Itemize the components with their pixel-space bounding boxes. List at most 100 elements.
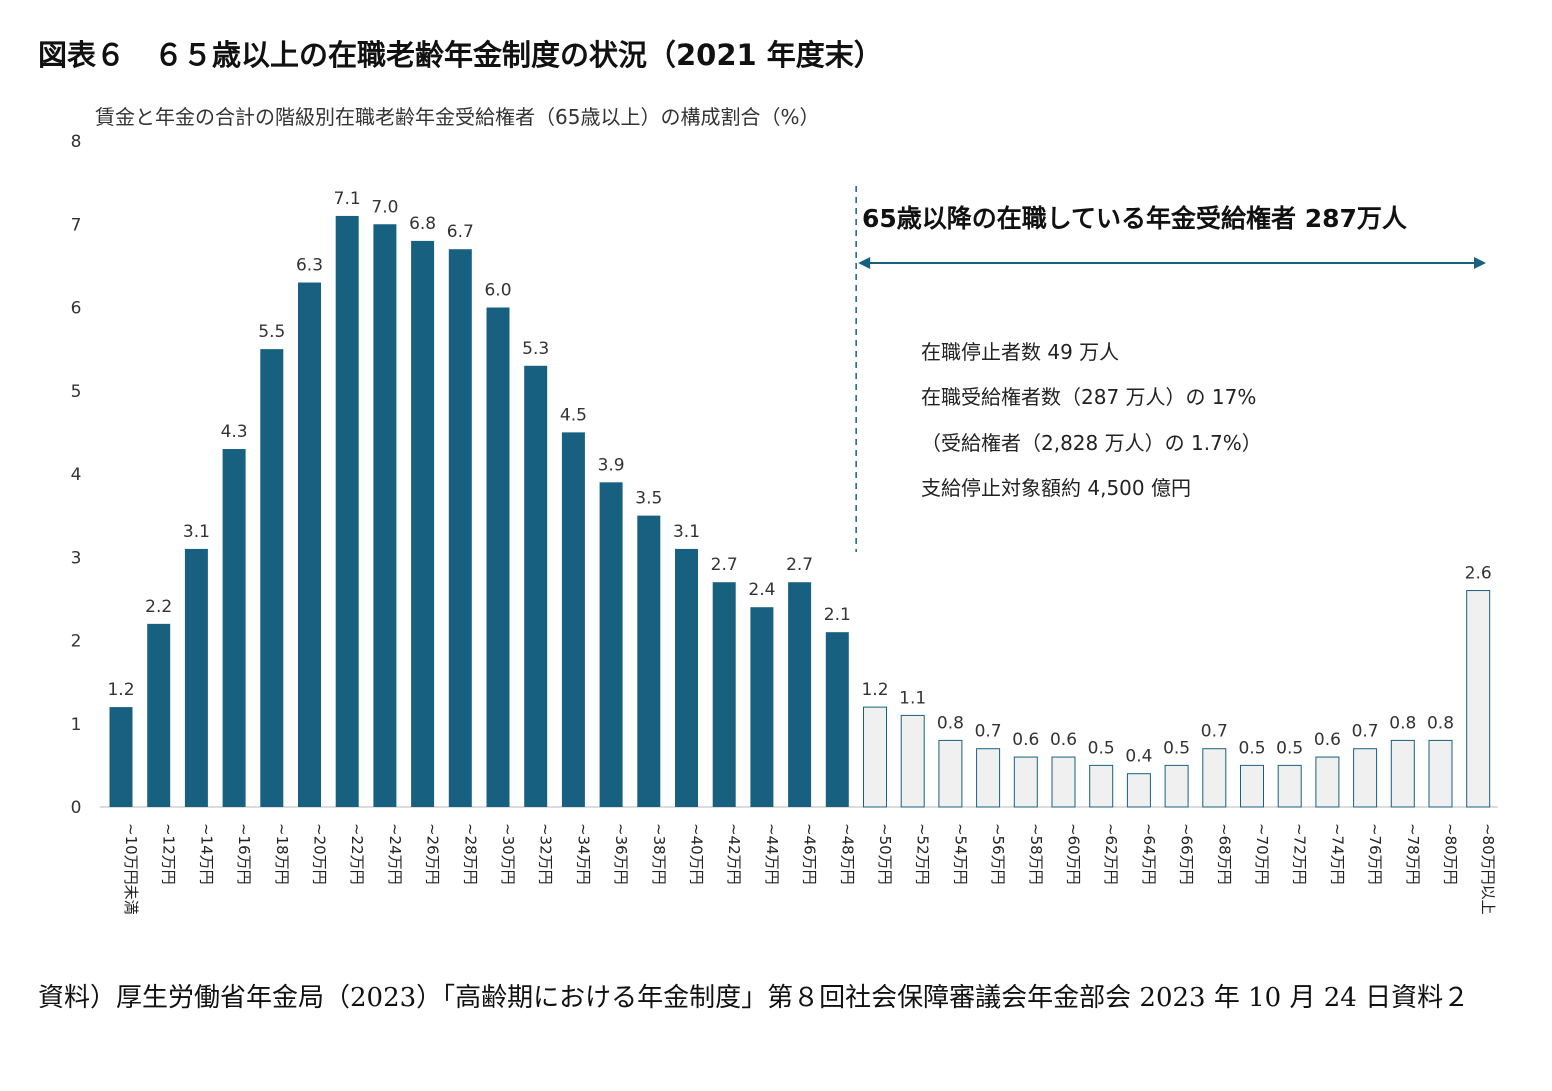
bar (976, 748, 1001, 808)
bar (524, 365, 548, 807)
bar (260, 349, 284, 807)
data-label: 3.1 (673, 522, 700, 542)
data-label: 6.3 (296, 256, 323, 276)
bar (1240, 764, 1264, 808)
data-label: 6.8 (409, 214, 436, 234)
bar (599, 482, 623, 807)
data-label: 0.8 (1427, 713, 1454, 733)
x-tick-label: ~28万円 (461, 823, 479, 885)
x-tick-label: ~68万円 (1215, 823, 1233, 885)
data-label: 0.6 (1050, 730, 1077, 750)
x-tick-label: ~70万円 (1253, 823, 1271, 885)
figure-title: 図表６ ６５歳以上の在職老齢年金制度の状況（2021 年度末） (38, 38, 883, 72)
data-label: 7.1 (334, 189, 361, 209)
x-tick-label: ~74万円 (1328, 823, 1346, 885)
x-tick-label: ~62万円 (1102, 823, 1120, 885)
x-tick-label: ~58万円 (1027, 823, 1045, 885)
data-label: 0.7 (1352, 722, 1379, 742)
bar (900, 714, 925, 808)
x-tick-label: ~54万円 (951, 823, 969, 885)
y-tick-label: 4 (71, 465, 82, 485)
bar (448, 249, 472, 808)
data-label: 0.7 (975, 722, 1002, 742)
bar (1051, 756, 1076, 808)
x-tick-label: ~78万円 (1404, 823, 1422, 885)
arrow-right-head (1474, 257, 1486, 269)
bar (411, 240, 435, 807)
annotation-note: 在職受給権者数（287 万人）の 17% (921, 385, 1256, 409)
bar (1390, 739, 1415, 808)
x-tick-label: ~12万円 (160, 823, 178, 885)
x-tick-label: ~80万円 (1442, 823, 1460, 885)
annotation-note: 支給停止対象額約 4,500 億円 (921, 476, 1191, 500)
data-label: 3.9 (598, 455, 625, 475)
x-tick-label: ~48万円 (838, 823, 856, 885)
bar (184, 548, 208, 807)
data-label: 1.1 (899, 688, 926, 708)
data-label: 5.3 (522, 339, 549, 359)
bar (637, 515, 661, 807)
bar (938, 739, 963, 808)
bar (222, 449, 246, 807)
data-label: 3.1 (183, 522, 210, 542)
data-label: 1.2 (107, 680, 134, 700)
x-tick-label: ~26万円 (424, 823, 442, 885)
x-tick-label: ~32万円 (537, 823, 555, 885)
y-tick-label: 6 (71, 299, 82, 319)
x-tick-label: ~56万円 (989, 823, 1007, 885)
bar (750, 607, 774, 807)
data-label: 1.2 (861, 680, 888, 700)
bar (675, 548, 698, 807)
x-tick-label: ~76万円 (1366, 823, 1384, 885)
bar (1277, 764, 1302, 808)
bar (1428, 739, 1453, 808)
x-tick-label: ~50万円 (876, 823, 894, 885)
annotation-headline: 65歳以降の在職している年金受給権者 287万人 (862, 204, 1407, 233)
data-label: 0.5 (1276, 738, 1303, 758)
x-tick-label: ~42万円 (725, 823, 743, 885)
bar (1202, 748, 1227, 808)
bar (561, 432, 585, 807)
data-label: 0.7 (1201, 722, 1228, 742)
x-tick-label: ~14万円 (197, 823, 215, 885)
data-label: 6.7 (447, 222, 474, 242)
x-tick-label: ~64万円 (1140, 823, 1158, 885)
data-label: 0.8 (1389, 713, 1416, 733)
y-tick-label: 2 (71, 632, 82, 652)
y-tick-label: 5 (71, 382, 82, 402)
x-tick-label: ~18万円 (273, 823, 291, 885)
data-label: 2.4 (748, 580, 775, 600)
annotation-note: （受給権者（2,828 万人）の 1.7%） (921, 431, 1262, 455)
bar (335, 215, 359, 808)
y-tick-label: 0 (71, 798, 82, 818)
bar (1126, 773, 1151, 808)
bar (147, 623, 171, 807)
y-tick-label: 7 (71, 215, 82, 235)
x-tick-label: ~44万円 (763, 823, 781, 885)
data-label: 0.6 (1314, 730, 1341, 750)
bar (1013, 756, 1038, 808)
x-tick-label: ~16万円 (235, 823, 253, 885)
bar (1164, 764, 1189, 808)
bar (788, 582, 812, 807)
bar-chart: 賃金と年金の合計の階級別在職老齢年金受給権者（65歳以上）の構成割合（%） 0 1 2… (71, 105, 1498, 915)
y-tick-label: 8 (71, 132, 82, 152)
data-label: 4.5 (560, 405, 587, 425)
bar (1353, 748, 1378, 808)
bar (712, 582, 736, 807)
x-tick-label: ~80万円以上 (1479, 823, 1497, 915)
data-label: 2.1 (824, 605, 851, 625)
x-tick-label: ~10万円未満 (122, 823, 140, 915)
data-label: 0.4 (1125, 747, 1152, 767)
x-tick-label: ~20万円 (311, 823, 329, 885)
data-label: 2.2 (145, 597, 172, 617)
x-tick-label: ~38万円 (650, 823, 668, 885)
bar (825, 632, 849, 807)
data-label: 7.0 (371, 197, 398, 217)
bar (863, 706, 887, 808)
x-tick-label: ~52万円 (914, 823, 932, 885)
data-label: 0.5 (1238, 738, 1265, 758)
data-label: 0.6 (1012, 730, 1039, 750)
data-label: 2.7 (786, 555, 813, 575)
x-tick-label: ~30万円 (499, 823, 517, 885)
